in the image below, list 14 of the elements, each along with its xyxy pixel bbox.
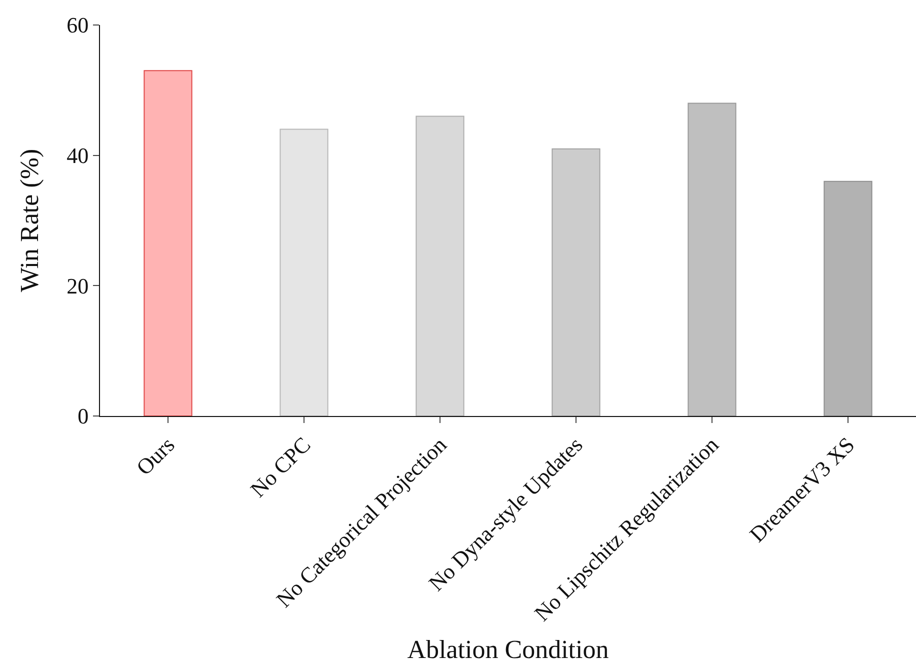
- x-axis-title: Ablation Condition: [407, 635, 609, 664]
- bar: [416, 116, 464, 416]
- bar: [552, 148, 600, 416]
- y-tick-label: 40: [66, 143, 89, 168]
- x-tick-label: Ours: [131, 432, 180, 480]
- y-tick-label: 60: [66, 12, 89, 38]
- bar: [824, 180, 872, 416]
- y-tick-label: 0: [78, 404, 89, 429]
- y-tick-label: 20: [66, 273, 89, 298]
- bar: [688, 102, 736, 416]
- x-tick-label: No CPC: [245, 432, 316, 502]
- bar: [280, 128, 328, 416]
- y-axis-title: Win Rate (%): [15, 148, 44, 292]
- bar: [144, 70, 192, 416]
